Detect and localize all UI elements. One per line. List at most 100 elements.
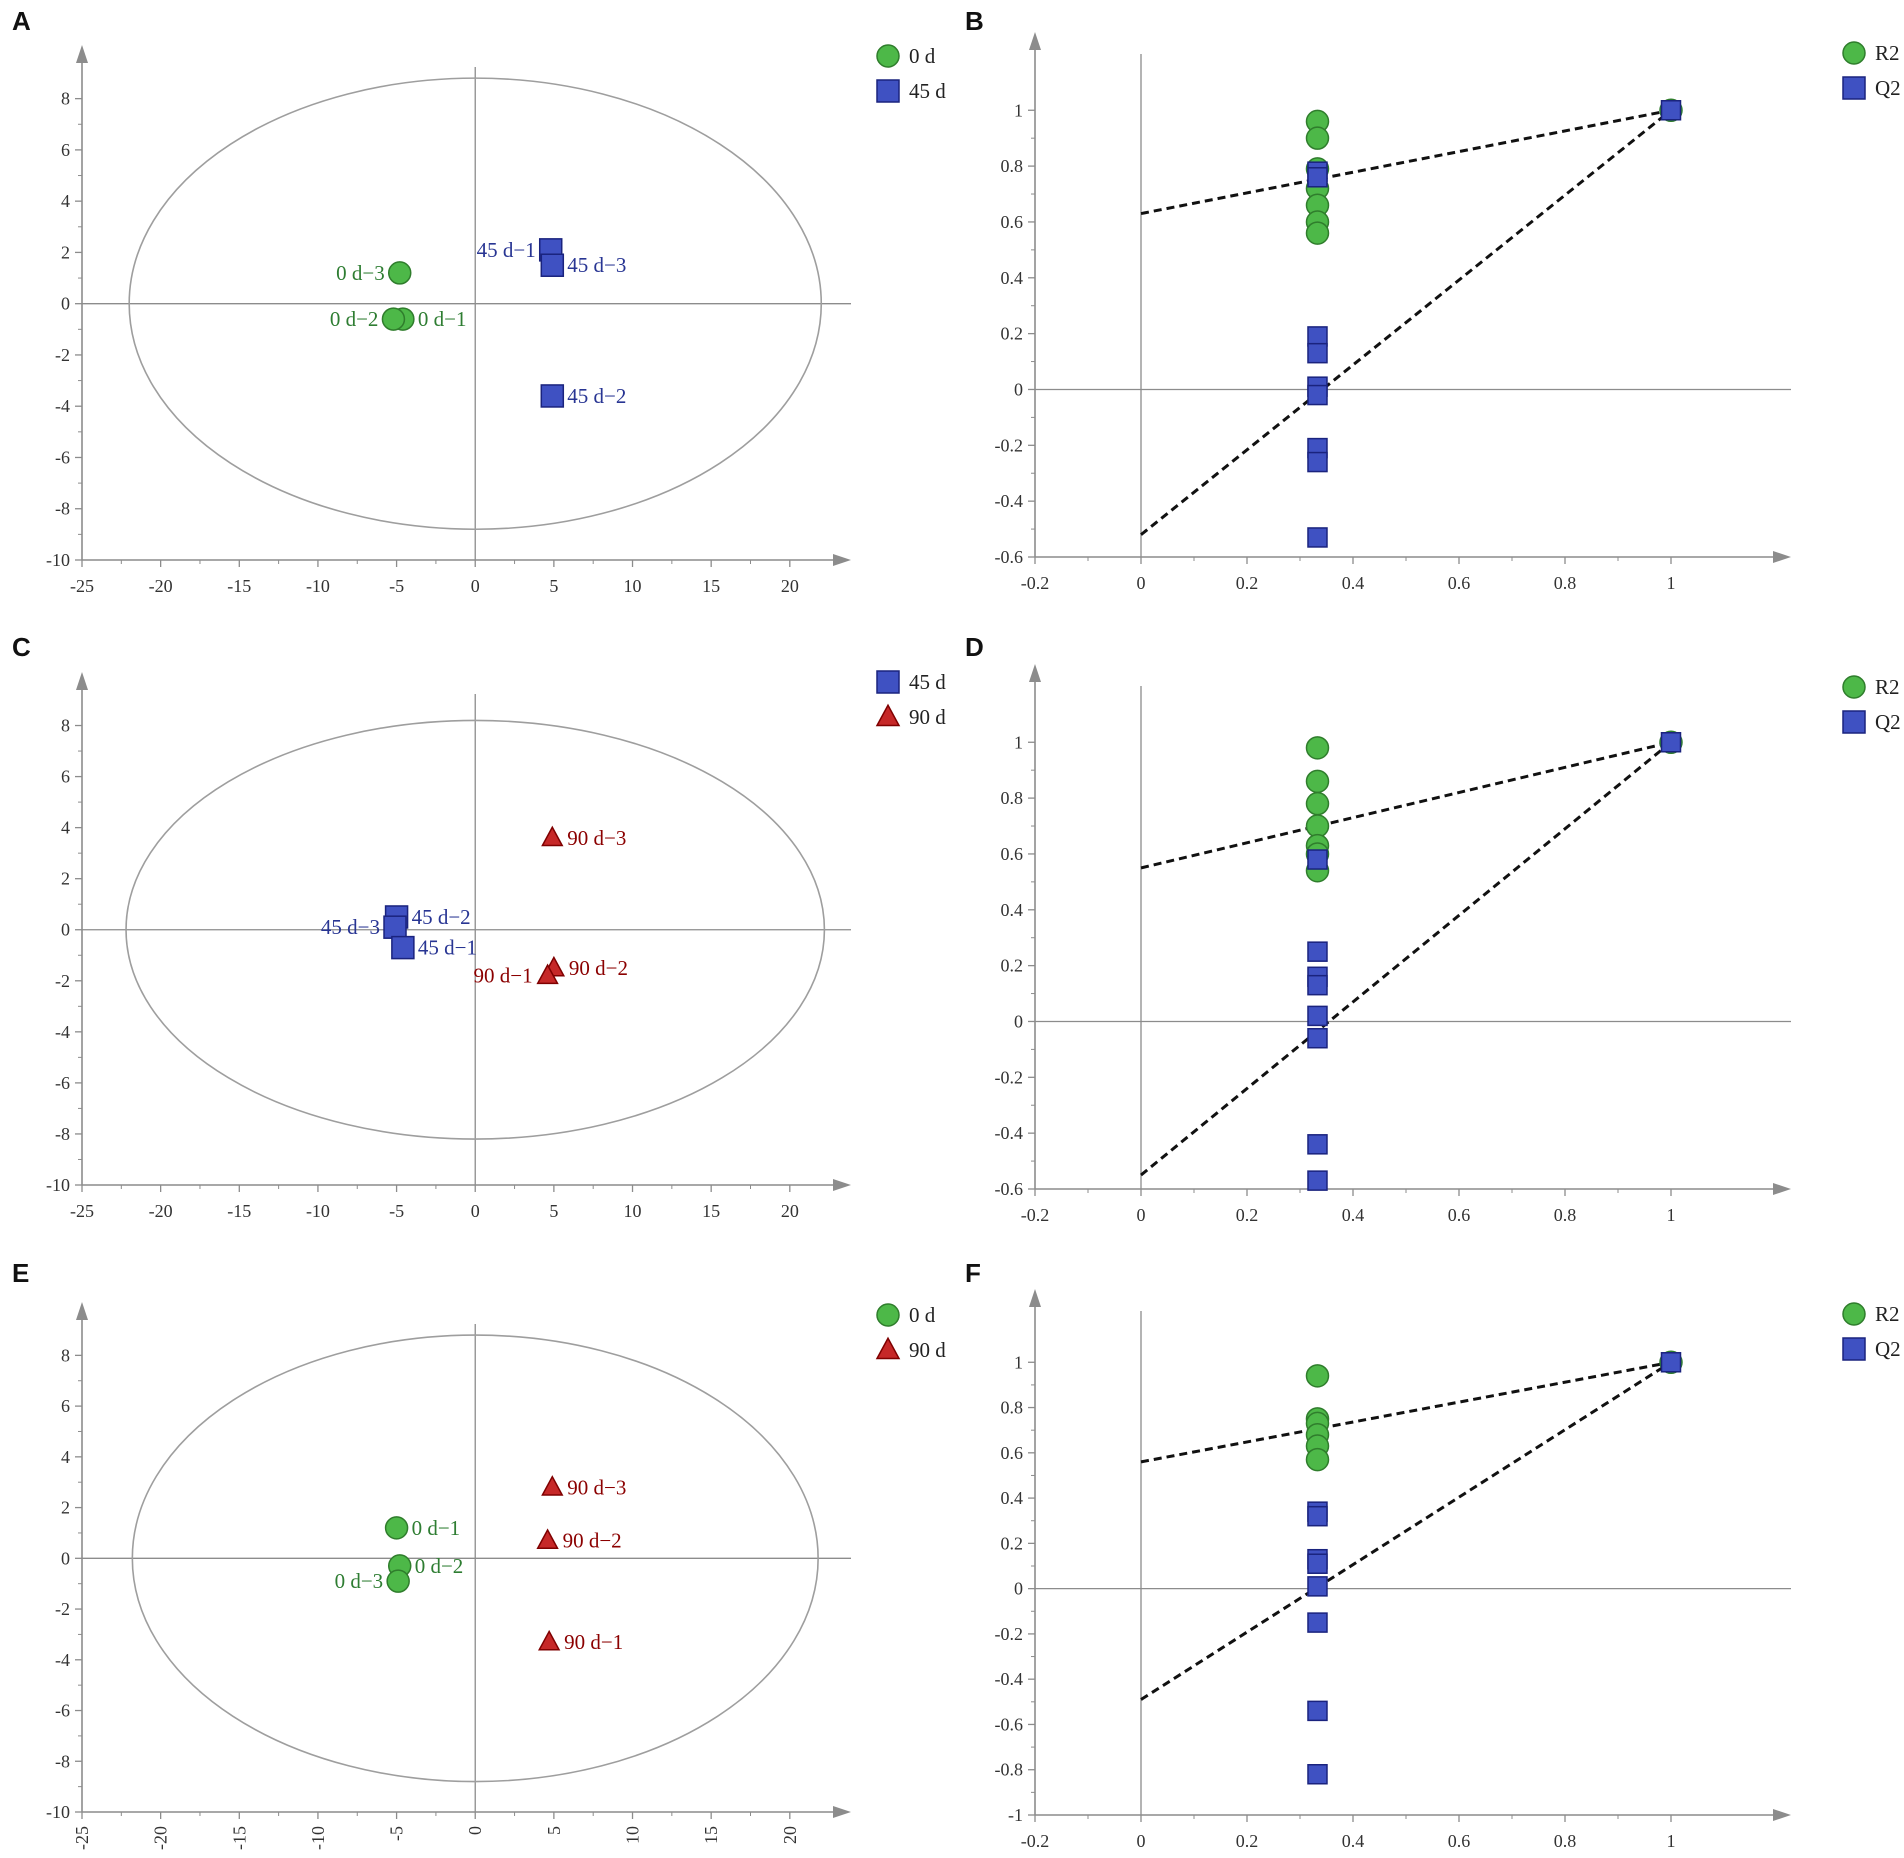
y-axis-head	[76, 45, 88, 63]
sample-point-circle	[386, 1569, 410, 1593]
y-axis-head	[76, 1302, 88, 1320]
y-tick-label: -0.6	[995, 1714, 1024, 1734]
r2-permuted-point	[1305, 814, 1330, 838]
x-axis-head	[1773, 1183, 1791, 1195]
q2-permuted-point	[1307, 1027, 1328, 1049]
legend-label: 0 d	[909, 1303, 936, 1327]
y-tick-label: 0.2	[1001, 956, 1024, 976]
sample-point-square	[391, 935, 415, 960]
legend-label: R2	[1875, 1302, 1900, 1326]
y-tick-label: -0.2	[995, 435, 1024, 455]
y-tick-label: 4	[61, 191, 70, 211]
y-tick-label: -4	[55, 396, 70, 416]
y-tick-label: -8	[55, 1124, 70, 1144]
y-tick-label: -0.8	[995, 1760, 1024, 1780]
x-tick-label: 0.6	[1448, 1831, 1471, 1851]
panel-letter: B	[965, 6, 984, 36]
y-tick-label: -6	[55, 1701, 70, 1721]
y-tick-label: -6	[55, 1073, 70, 1093]
x-tick-label: 0	[471, 1201, 480, 1221]
sample-point-square	[383, 915, 407, 939]
x-tick-label: -10	[306, 576, 330, 596]
y-tick-label: 0.6	[1001, 212, 1024, 232]
q2-permuted-point	[1307, 1700, 1328, 1722]
q2-original-point	[1660, 732, 1682, 753]
y-tick-label: 2	[61, 1498, 70, 1518]
legend-label: 90 d	[909, 705, 946, 729]
x-tick-label: 0.2	[1236, 573, 1259, 593]
sample-label: 0 d−1	[418, 307, 467, 331]
panel-letter: D	[965, 632, 984, 662]
x-tick-label: 5	[544, 1826, 564, 1835]
y-tick-label: 0.4	[1001, 268, 1024, 288]
legend-marker-triangle	[875, 1336, 901, 1360]
y-tick-label: 1	[1014, 100, 1023, 120]
q2-permuted-point	[1307, 451, 1328, 473]
q2-permuted-point	[1307, 849, 1328, 870]
r2-permuted-point	[1305, 1364, 1330, 1388]
y-tick-label: 6	[61, 767, 70, 787]
legend-marker-circle	[1842, 1302, 1866, 1326]
x-tick-label: -20	[149, 1201, 173, 1221]
x-tick-label: -10	[308, 1826, 328, 1850]
y-tick-label: 0.6	[1001, 1443, 1024, 1463]
sample-point-circle	[387, 261, 412, 285]
panel-letter: A	[12, 6, 31, 36]
x-tick-label: 0	[471, 576, 480, 596]
x-tick-label: 15	[702, 1201, 720, 1221]
y-tick-label: 8	[61, 1345, 70, 1365]
x-tick-label: 1	[1667, 1205, 1676, 1225]
y-tick-label: -4	[55, 1022, 70, 1042]
sample-point-circle	[381, 307, 406, 331]
sample-point-triangle	[537, 1629, 561, 1651]
q2-permuted-point	[1307, 941, 1328, 962]
q2-permuted-point	[1307, 1170, 1328, 1191]
y-tick-label: 2	[61, 242, 70, 262]
q2-original-point	[1660, 1352, 1682, 1373]
x-tick-label: -20	[151, 1826, 171, 1850]
y-tick-label: 0.8	[1001, 156, 1024, 176]
panel-letter: E	[12, 1258, 29, 1288]
legend-label: 90 d	[909, 1338, 946, 1362]
x-tick-label: -0.2	[1021, 573, 1050, 593]
sample-point-triangle	[536, 963, 559, 985]
y-tick-label: -0.6	[995, 1179, 1024, 1199]
hotelling-ellipse	[128, 77, 823, 531]
sample-label: 90 d−1	[473, 964, 532, 988]
legend-marker-circle	[1842, 41, 1866, 65]
panel-letter: F	[965, 1258, 981, 1288]
y-tick-label: 6	[61, 1396, 70, 1416]
sample-label: 90 d−2	[563, 1529, 622, 1553]
x-axis-head	[833, 1179, 851, 1191]
q2-permuted-point	[1307, 1553, 1328, 1574]
legend-label: 45 d	[909, 79, 946, 103]
hotelling-ellipse	[125, 719, 826, 1140]
x-tick-label: -0.2	[1021, 1831, 1050, 1851]
x-tick-label: 0	[1137, 1831, 1146, 1851]
panel-f-permutation-plot: F -1 -0.8 -0.6 -0.4 -0.2 0 0.2 0.4 0.6 0.8 1 -0.2 0 0.…	[965, 1258, 1901, 1851]
r2-permuted-point	[1305, 126, 1330, 150]
q2-regression-line	[1140, 1361, 1672, 1701]
x-tick-label: -5	[389, 576, 404, 596]
x-tick-label: 0.6	[1448, 1205, 1471, 1225]
panel-d-permutation-plot: D -0.6 -0.4 -0.2 0 0.2 0.4 0.6 0.8 1 -0.2 0 0.2 0.4 0.…	[965, 632, 1901, 1225]
x-tick-label: 0.2	[1236, 1831, 1259, 1851]
r2-permuted-point	[1305, 1447, 1330, 1472]
q2-permuted-point	[1307, 1505, 1328, 1527]
hotelling-ellipse	[131, 1334, 819, 1783]
r2-regression-line	[1140, 740, 1672, 870]
legend-label: Q2	[1875, 710, 1901, 734]
y-tick-label: -0.4	[995, 491, 1024, 511]
y-tick-label: 0	[1014, 1579, 1023, 1599]
panel-b-permutation-plot: B -0.6 -0.4 -0.2 0 0.2 0.4 0.6 0.8 1 -0.2 0 0.2 0.4 0.…	[965, 6, 1901, 593]
y-tick-label: 0.8	[1001, 1398, 1024, 1418]
r2-permuted-point	[1305, 791, 1330, 816]
x-tick-label: 0.2	[1236, 1205, 1259, 1225]
q2-permuted-point	[1307, 527, 1328, 548]
sample-point-triangle	[541, 1475, 564, 1496]
y-tick-label: -8	[55, 1751, 70, 1771]
x-axis-head	[1773, 551, 1791, 563]
sample-label: 45 d−1	[477, 238, 536, 262]
x-tick-label: -20	[149, 576, 173, 596]
